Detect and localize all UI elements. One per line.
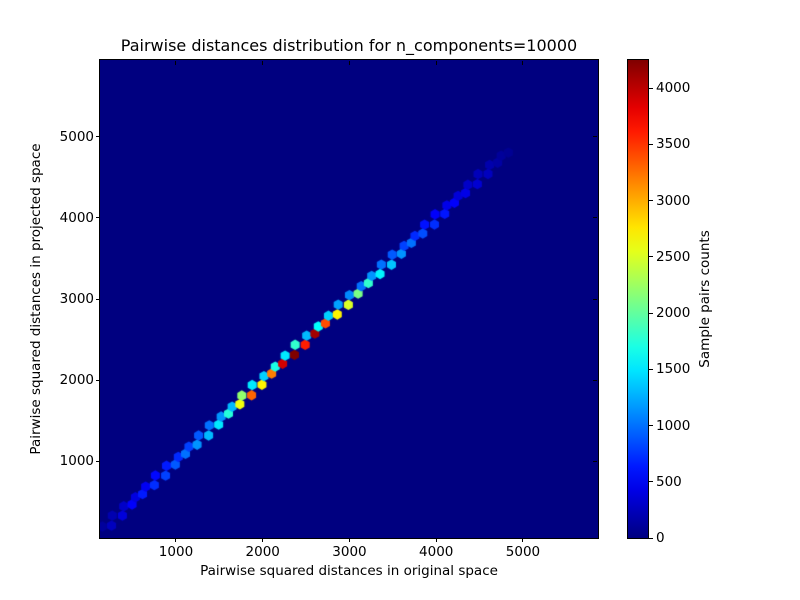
y-tick-mark (96, 298, 100, 300)
colorbar-tick-mark (649, 87, 653, 89)
colorbar-tick-label: 1000 (656, 417, 691, 434)
colorbar (627, 59, 649, 539)
colorbar-tick-mark (649, 143, 653, 145)
colorbar-tick-mark (649, 312, 653, 314)
y-tick-label: 1000 (59, 453, 94, 470)
colorbar-tick-mark (649, 200, 653, 202)
y-tick-label: 5000 (59, 128, 94, 145)
colorbar-tick-label: 4000 (656, 80, 691, 97)
x-tick-label: 4000 (419, 544, 454, 560)
x-tick-mark-top (435, 61, 437, 65)
colorbar-tick-mark (649, 481, 653, 483)
x-tick-label: 2000 (245, 544, 280, 560)
y-tick-mark-right (593, 136, 597, 138)
y-tick-label: 3000 (59, 291, 94, 307)
x-tick-mark (435, 538, 437, 542)
y-tick-mark-right (593, 460, 597, 462)
colorbar-tick-label: 1500 (656, 361, 691, 378)
x-tick-label: 3000 (332, 544, 367, 560)
y-tick-mark (96, 460, 100, 462)
colorbar-tick-label: 2000 (656, 305, 691, 322)
x-tick-mark (522, 538, 524, 542)
x-tick-label: 1000 (158, 544, 194, 560)
y-tick-label: 2000 (59, 372, 94, 389)
hexbin-plot-canvas (100, 60, 598, 538)
colorbar-tick-label: 0 (656, 530, 665, 546)
colorbar-tick-mark (649, 425, 653, 427)
y-tick-mark-right (593, 217, 597, 219)
colorbar-tick-label: 3500 (656, 136, 691, 153)
y-tick-mark (96, 379, 100, 381)
x-tick-mark-top (175, 61, 177, 65)
x-tick-mark (262, 538, 264, 542)
x-tick-label: 5000 (505, 544, 541, 560)
colorbar-tick-mark (649, 537, 653, 539)
colorbar-tick-label: 500 (656, 473, 682, 490)
y-tick-mark-right (593, 379, 597, 381)
chart-title: Pairwise distances distribution for n_co… (120, 36, 578, 55)
colorbar-tick-mark (649, 368, 653, 370)
y-tick-mark (96, 136, 100, 138)
y-tick-mark-right (593, 298, 597, 300)
x-tick-mark (175, 538, 177, 542)
y-tick-mark (96, 217, 100, 219)
colorbar-tick-label: 3000 (656, 192, 691, 209)
x-tick-mark-top (262, 61, 264, 65)
x-tick-mark-top (522, 61, 524, 65)
colorbar-tick-label: 2500 (656, 248, 691, 265)
colorbar-tick-mark (649, 256, 653, 258)
x-axis-label: Pairwise squared distances in original s… (200, 563, 498, 579)
y-tick-label: 4000 (59, 209, 94, 226)
x-tick-mark-top (348, 61, 350, 65)
x-tick-mark (348, 538, 350, 542)
